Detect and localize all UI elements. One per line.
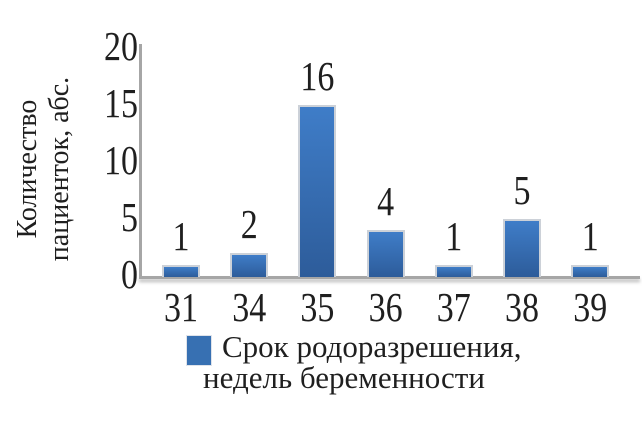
bar — [366, 230, 405, 277]
legend-label-line-2: недель беременности — [203, 360, 485, 395]
x-tick-label: 36 — [368, 286, 403, 331]
y-tick-label: 0 — [121, 253, 138, 298]
bar — [571, 264, 610, 277]
bar-value-label: 5 — [513, 169, 531, 214]
bar — [434, 264, 473, 277]
bar — [230, 253, 269, 277]
bar-value-label: 16 — [300, 55, 335, 100]
x-tick-label: 39 — [573, 286, 608, 331]
y-tick-label: 15 — [104, 82, 138, 127]
x-tick-label: 35 — [300, 286, 335, 331]
bar — [162, 264, 200, 277]
y-tick-label: 20 — [104, 25, 138, 70]
bar-value-label: 1 — [581, 214, 599, 260]
bar — [298, 105, 337, 277]
y-axis-line — [139, 44, 142, 279]
bar-value-label: 1 — [172, 214, 190, 260]
bar-value-label: 4 — [377, 180, 395, 225]
x-tick-label: 34 — [232, 286, 267, 331]
y-tick-label: 5 — [121, 196, 138, 241]
y-tick-label: 10 — [104, 139, 138, 184]
bar-value-label: 2 — [240, 203, 258, 248]
x-tick-label: 37 — [436, 286, 471, 331]
x-tick-label: 31 — [164, 286, 198, 331]
bar-value-label: 1 — [445, 214, 463, 260]
bar — [503, 219, 541, 277]
legend-swatch — [186, 335, 212, 366]
legend-label-line-1: Срок родоразрешения, — [222, 329, 522, 364]
legend-label: Срок родоразрешения, недель беременности — [203, 331, 521, 393]
x-axis-line — [139, 276, 640, 279]
y-axis-title-line-1: Количество — [12, 99, 43, 239]
x-tick-label: 38 — [505, 286, 539, 331]
